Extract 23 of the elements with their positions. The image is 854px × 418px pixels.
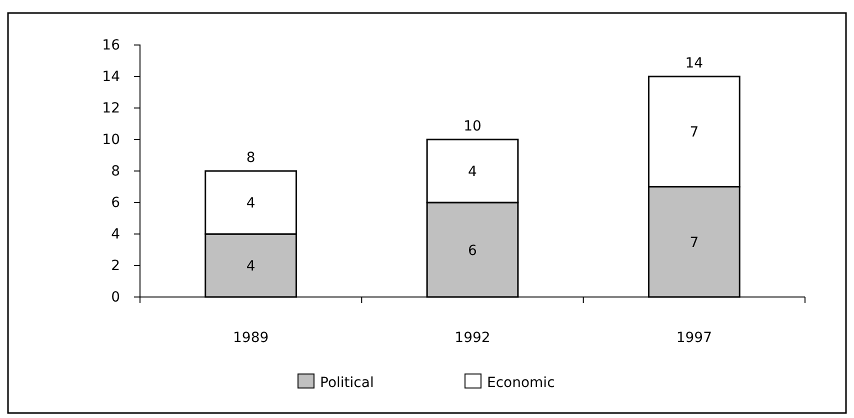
x-tick-label: 1992 [454, 330, 490, 346]
y-tick-label: 10 [102, 132, 120, 148]
data-label: 4 [246, 196, 256, 212]
legend-label: Economic [487, 375, 555, 391]
y-tick-label: 2 [111, 258, 120, 274]
y-tick-label: 6 [111, 194, 120, 211]
data-label: 7 [690, 124, 699, 141]
y-tick-label: 4 [111, 226, 120, 242]
data-label: 6 [468, 242, 478, 259]
y-tick-label: 8 [111, 163, 120, 180]
y-tick-label: 12 [102, 100, 120, 116]
data-label: 4 [246, 258, 256, 274]
total-label: 10 [464, 118, 482, 134]
y-tick-label: 14 [102, 68, 120, 85]
x-tick-label: 1989 [233, 330, 269, 346]
total-label: 8 [246, 150, 256, 166]
x-tick-label: 1997 [676, 330, 712, 346]
data-label: 4 [468, 164, 478, 180]
legend-label: Political [320, 375, 374, 391]
total-label: 14 [685, 56, 704, 72]
y-tick-label: 16 [102, 37, 120, 54]
y-tick-label: 0 [111, 289, 120, 306]
data-label: 7 [690, 234, 699, 251]
